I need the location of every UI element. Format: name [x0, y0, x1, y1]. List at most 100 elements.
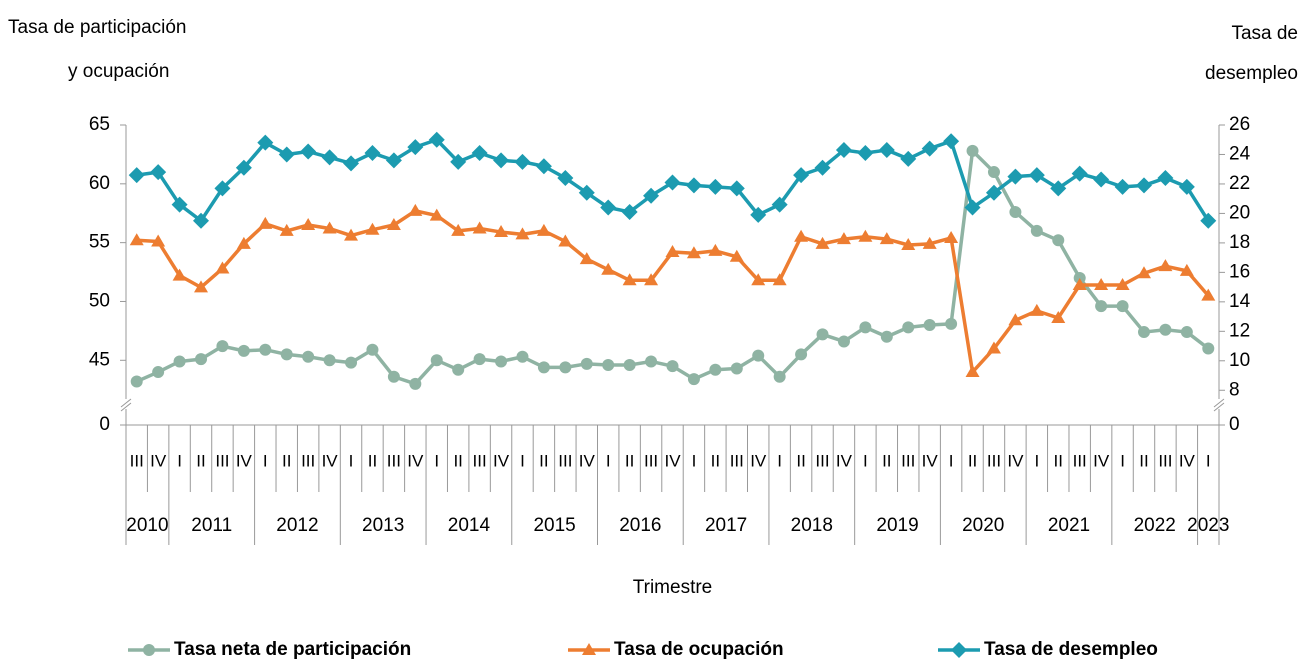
x-tick-label: I [434, 451, 439, 470]
point [323, 354, 336, 367]
point [750, 206, 767, 223]
y2-tick-label: 10 [1229, 350, 1250, 371]
point [579, 252, 594, 265]
point [257, 134, 274, 151]
point [386, 218, 401, 230]
x-tick-label: III [1073, 451, 1087, 470]
point [430, 354, 443, 367]
point [537, 361, 550, 374]
point [1028, 167, 1045, 184]
point [1202, 342, 1215, 355]
point [472, 221, 487, 234]
x-tick-label: IV [922, 451, 939, 470]
y2-tick-label: 18 [1229, 232, 1250, 253]
point [1135, 177, 1152, 194]
point [278, 146, 295, 163]
x-tick-label: III [987, 451, 1001, 470]
point [772, 273, 787, 286]
x-tick-label: II [453, 451, 462, 470]
point [836, 232, 851, 245]
point [1157, 170, 1174, 187]
point [687, 373, 700, 386]
point [707, 178, 724, 195]
year-label: 2015 [533, 515, 575, 536]
point [1071, 165, 1088, 182]
point [858, 229, 873, 242]
year-label: 2012 [276, 515, 318, 536]
x-tick-label: I [1120, 451, 1125, 470]
point [345, 356, 358, 369]
point [237, 344, 250, 357]
point [559, 361, 572, 374]
point [708, 243, 723, 256]
point [172, 268, 187, 281]
y2-axis-title: Tasa de [1231, 23, 1298, 44]
point [686, 246, 701, 259]
point [280, 348, 293, 361]
point [814, 159, 831, 176]
x-tick-label: II [1054, 451, 1063, 470]
point [408, 203, 423, 216]
y2-tick-label: 20 [1229, 202, 1250, 223]
point [1009, 206, 1022, 219]
point [902, 321, 915, 334]
point [602, 359, 615, 371]
point [709, 363, 722, 376]
point [215, 261, 230, 274]
point [793, 167, 810, 184]
year-label: 2018 [791, 515, 833, 536]
point [987, 166, 1000, 179]
point [1030, 224, 1043, 237]
point [951, 642, 967, 658]
y2-tick-label: 0 [1229, 414, 1240, 435]
x-tick-label: IV [1007, 451, 1024, 470]
point [1095, 300, 1108, 313]
point [1200, 212, 1217, 229]
y-tick-label: 50 [89, 290, 110, 311]
point [129, 233, 144, 246]
point [429, 208, 444, 221]
point [535, 158, 552, 175]
point [857, 145, 874, 161]
point [986, 341, 1001, 354]
point [557, 170, 574, 187]
point [645, 355, 658, 368]
x-tick-label: III [473, 451, 487, 470]
x-tick-label: II [196, 451, 205, 470]
point [580, 357, 593, 370]
point [835, 142, 852, 159]
point [366, 343, 379, 356]
point [730, 362, 743, 375]
point [279, 223, 294, 236]
point [130, 375, 143, 388]
x-tick-label: III [815, 451, 829, 470]
point [816, 328, 829, 341]
year-label: 2010 [126, 515, 168, 536]
x-tick-label: IV [236, 451, 253, 470]
point [965, 365, 980, 378]
point [1072, 278, 1087, 290]
x-tick-label: I [692, 451, 697, 470]
legend-label: Tasa neta de participación [174, 639, 411, 660]
y-tick-label: 60 [89, 173, 110, 194]
point [666, 360, 679, 373]
point [966, 144, 979, 157]
point [515, 227, 530, 240]
point [364, 145, 381, 161]
point [193, 212, 210, 229]
y2-axis-title: desempleo [1205, 63, 1298, 84]
x-tick-label: IV [407, 451, 424, 470]
x-tick-label: IV [664, 451, 681, 470]
y2-tick-label: 24 [1229, 143, 1251, 164]
axis-break [120, 398, 132, 412]
point [621, 203, 638, 220]
point [214, 180, 231, 197]
point [173, 355, 186, 368]
point [1073, 271, 1086, 284]
axis-break-gap [122, 399, 130, 409]
y2-tick-label: 12 [1229, 320, 1250, 341]
point [728, 180, 745, 197]
y-tick-label: 65 [89, 114, 110, 135]
point [1178, 178, 1195, 195]
